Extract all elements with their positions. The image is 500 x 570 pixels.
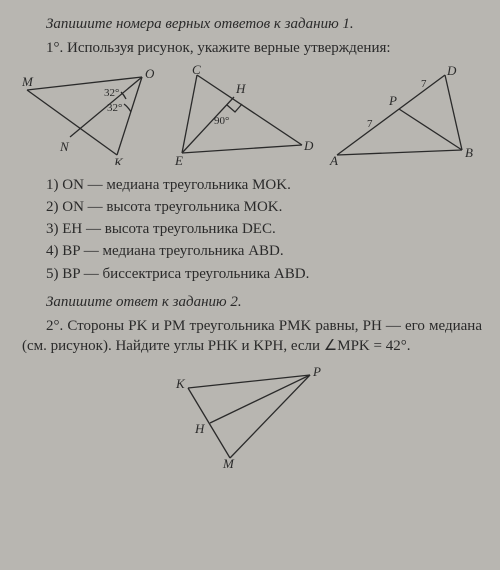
label-o: O bbox=[145, 66, 155, 81]
label-b: B bbox=[465, 145, 473, 160]
figure-mok: M O K N 32° 32° bbox=[22, 65, 162, 165]
label-d: D bbox=[303, 138, 314, 153]
label-d2: D bbox=[446, 65, 457, 78]
label-h: H bbox=[235, 81, 246, 96]
statement-3: 3) EH — высота треугольника DEC. bbox=[22, 219, 482, 239]
figure-row: M O K N 32° 32° C E D H 90° A B D bbox=[22, 65, 482, 165]
figure-abd: A B D P 7 7 bbox=[327, 65, 482, 165]
angle-32b: 32° bbox=[107, 102, 122, 114]
label-h2: H bbox=[194, 421, 205, 436]
figure-pmk: K M P H bbox=[170, 363, 335, 468]
statement-2: 2) ON — высота треугольника MOK. bbox=[22, 197, 482, 217]
label-n: N bbox=[59, 139, 70, 154]
label-a: A bbox=[329, 153, 338, 165]
figure-dec: C E D H 90° bbox=[172, 65, 317, 165]
label-k2: K bbox=[175, 376, 186, 391]
heading-2: Запишите ответ к заданию 2. bbox=[22, 292, 482, 312]
label-k: K bbox=[113, 155, 124, 165]
statement-list: 1) ON — медиана треугольника MOK. 2) ON … bbox=[22, 175, 482, 284]
edge-7b: 7 bbox=[367, 118, 373, 130]
task1-text: 1°. Используя рисунок, укажите верные ут… bbox=[22, 38, 482, 58]
statement-5: 5) BP — биссектриса треугольника ABD. bbox=[22, 264, 482, 284]
angle-90: 90° bbox=[214, 115, 229, 127]
figure-pmk-wrap: K M P H bbox=[22, 363, 482, 468]
statement-4: 4) BP — медиана треугольника ABD. bbox=[22, 241, 482, 261]
task2-text: 2°. Стороны PK и PM треугольника PMK рав… bbox=[22, 316, 482, 357]
edge-7a: 7 bbox=[421, 78, 427, 90]
label-p: P bbox=[388, 93, 397, 108]
statement-1: 1) ON — медиана треугольника MOK. bbox=[22, 175, 482, 195]
label-e: E bbox=[174, 153, 183, 165]
page-content: Запишите номера верных ответов к заданию… bbox=[0, 0, 500, 478]
heading-1: Запишите номера верных ответов к заданию… bbox=[22, 14, 482, 34]
label-m2: M bbox=[222, 456, 235, 468]
label-m: M bbox=[22, 74, 34, 89]
label-p2: P bbox=[312, 364, 321, 379]
label-c: C bbox=[192, 65, 201, 77]
angle-32a: 32° bbox=[104, 87, 119, 99]
